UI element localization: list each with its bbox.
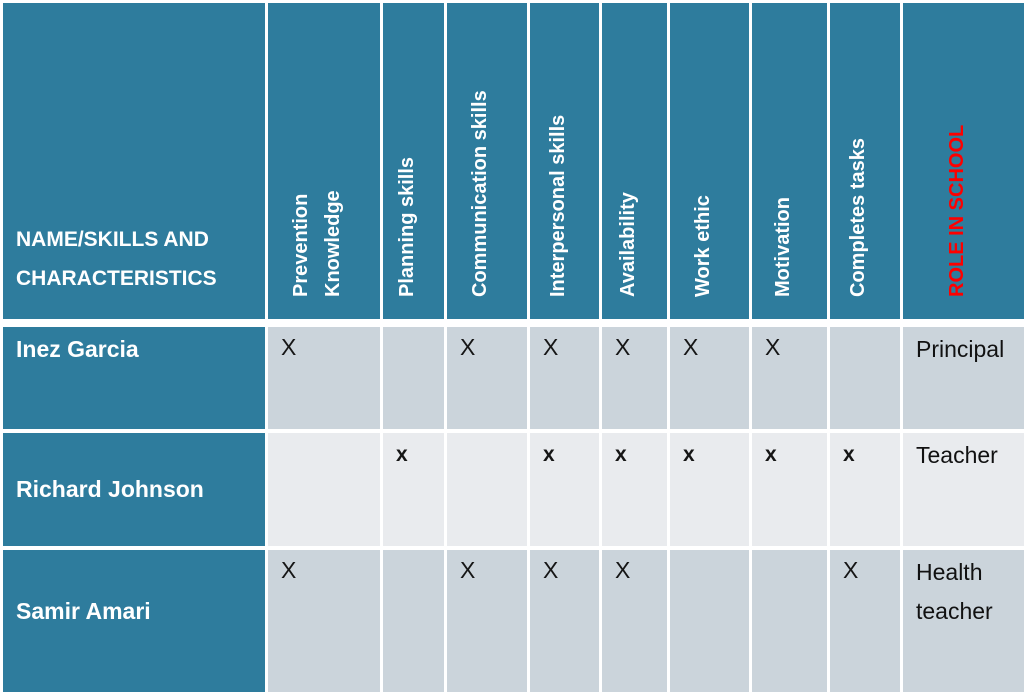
mark-cell: X [268,327,380,429]
row-name-inez-garcia: Inez Garcia [3,327,265,429]
role-cell: Health teacher [903,550,1024,692]
corner-header: NAME/SKILLS AND CHARACTERISTICS [3,3,265,319]
mark-cell: X [530,327,599,429]
mark-cell [383,550,444,692]
table-row: Richard Johnson x x x x x x Teacher [3,433,1024,546]
table-row: Samir Amari X X X X X Health teacher [3,550,1024,692]
column-header-role-in-school: ROLE IN SCHOOL [903,3,1024,319]
mark-cell: X [830,550,900,692]
mark-cell: x [752,433,827,546]
mark-cell [830,327,900,429]
column-header-interpersonal-skills: Interpersonal skills [530,3,599,319]
mark-cell [670,550,749,692]
column-header-completes-tasks: Completes tasks [830,3,900,319]
mark-cell: X [530,550,599,692]
mark-cell: X [447,327,527,429]
mark-cell [752,550,827,692]
column-header-label: Communication skills [469,90,491,297]
mark-cell: x [383,433,444,546]
column-header-label: Interpersonal skills [546,114,569,297]
column-header-communication-skills: Communication skills [447,3,527,319]
row-name-richard-johnson: Richard Johnson [3,433,265,546]
column-header-label: ROLE IN SCHOOL [945,124,968,297]
mark-cell: x [530,433,599,546]
mark-cell [447,433,527,546]
column-header-label: Planning skills [395,156,418,297]
mark-cell: X [670,327,749,429]
column-header-label: Work ethic [691,195,714,297]
mark-cell [268,433,380,546]
mark-cell: X [602,550,667,692]
column-header-label: Availability [616,192,639,297]
column-header-planning-skills: Planning skills [383,3,444,319]
column-header-availability: Availability [602,3,667,319]
header-row: NAME/SKILLS AND CHARACTERISTICS Preventi… [3,3,1024,319]
mark-cell: X [268,550,380,692]
mark-cell: x [602,433,667,546]
column-header-prevention-knowledge: Prevention Knowledge [268,3,380,319]
column-header-label: Motivation [771,197,794,297]
column-header-label: Prevention Knowledge [290,190,344,297]
mark-cell: x [830,433,900,546]
column-header-label: Completes tasks [847,138,869,297]
mark-cell: x [670,433,749,546]
mark-cell: X [602,327,667,429]
role-cell: Principal [903,327,1024,429]
table-row: Inez Garcia X X X X X X Principal [3,327,1024,429]
column-header-work-ethic: Work ethic [670,3,749,319]
mark-cell: X [752,327,827,429]
role-cell: Teacher [903,433,1024,546]
mark-cell: X [447,550,527,692]
mark-cell [383,327,444,429]
column-header-motivation: Motivation [752,3,827,319]
row-name-samir-amari: Samir Amari [3,550,265,692]
